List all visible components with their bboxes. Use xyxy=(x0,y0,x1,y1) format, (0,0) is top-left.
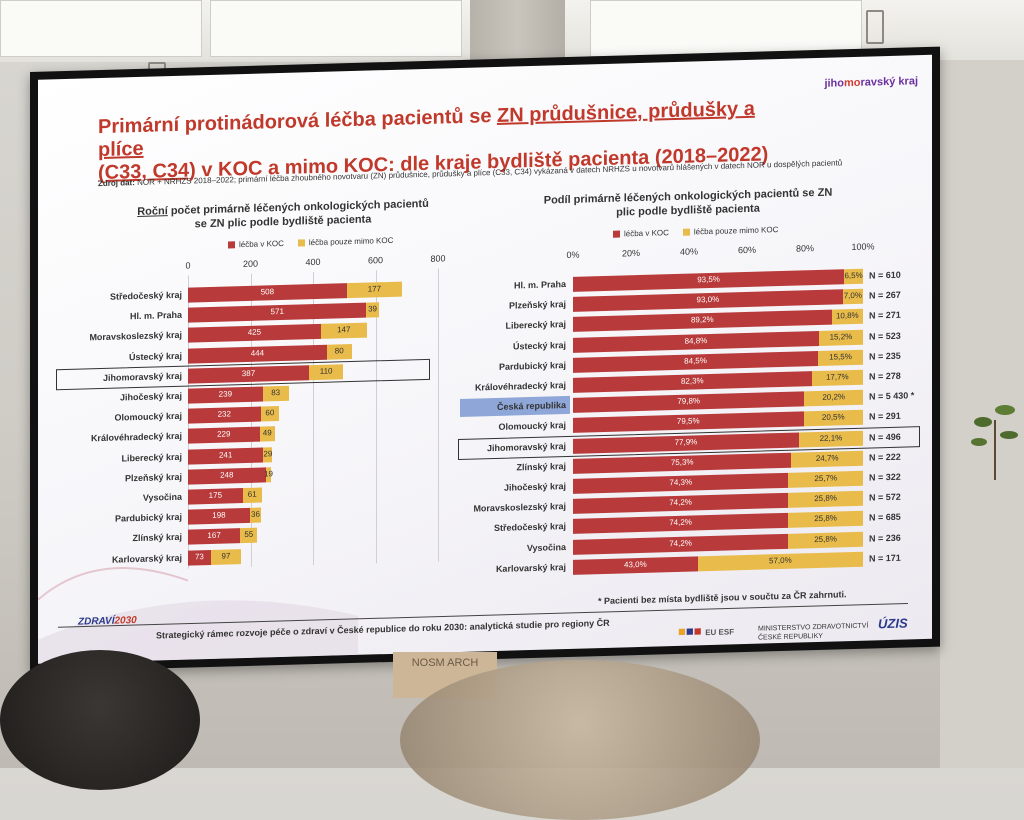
value-label-koc: 79,5% xyxy=(676,416,700,427)
value-label-koc: 93,0% xyxy=(696,294,720,305)
value-label-koc: 84,8% xyxy=(684,335,708,346)
value-label-koc: 241 xyxy=(218,449,233,460)
value-label-koc: 239 xyxy=(218,389,233,399)
ceiling-light xyxy=(0,0,202,57)
value-label-mimo-koc: 39 xyxy=(368,304,377,314)
ceiling-light xyxy=(210,0,462,57)
value-label-koc: 74,2% xyxy=(669,517,692,528)
gridline xyxy=(438,268,439,562)
value-label-mimo-koc: 25,8% xyxy=(814,513,837,524)
value-label-koc: 43,0% xyxy=(624,559,647,570)
n-count-label: N = 271 xyxy=(869,310,901,321)
n-count-label: N = 572 xyxy=(869,491,901,503)
value-label-mimo-koc: 19 xyxy=(264,469,273,479)
value-label-koc: 93,5% xyxy=(697,274,720,285)
value-label-mimo-koc: 6,5% xyxy=(844,270,863,281)
value-label-mimo-koc: 83 xyxy=(271,388,281,398)
x-tick-label: 400 xyxy=(305,256,321,268)
value-label-koc: 74,3% xyxy=(669,477,693,488)
value-label-koc: 229 xyxy=(217,429,231,440)
value-label-mimo-koc: 15,2% xyxy=(829,331,853,342)
source-label: Zdroj dat: xyxy=(98,178,135,189)
value-label-mimo-koc: 20,2% xyxy=(822,392,846,403)
n-count-label: N = 171 xyxy=(869,552,901,564)
x-tick-label: 600 xyxy=(367,255,384,266)
value-label-koc: 198 xyxy=(212,510,226,521)
value-label-mimo-koc: 25,8% xyxy=(814,493,837,504)
value-label-mimo-koc: 36 xyxy=(251,509,260,520)
n-count-label: N = 685 xyxy=(869,512,901,523)
x-tick-label: 0% xyxy=(566,249,580,261)
value-label-mimo-koc: 80 xyxy=(334,345,344,356)
value-label-mimo-koc: 55 xyxy=(244,530,254,540)
value-label-mimo-koc: 177 xyxy=(367,284,382,294)
value-label-mimo-koc: 29 xyxy=(263,448,273,459)
chart1-title-underlined: Roční xyxy=(137,205,168,219)
value-label-koc: 89,2% xyxy=(690,315,714,325)
value-label-mimo-koc: 15,5% xyxy=(829,351,852,362)
plant xyxy=(971,405,1018,480)
audience-head xyxy=(0,650,200,790)
value-label-mimo-koc: 61 xyxy=(247,489,257,499)
value-label-koc: 508 xyxy=(260,287,275,297)
value-label-mimo-koc: 57,0% xyxy=(769,555,792,566)
mount-bracket xyxy=(866,10,884,44)
ministry-logo: MINISTERSTVO ZDRAVOTNICTVÍ ČESKÉ REPUBLIK… xyxy=(758,622,869,642)
value-label-mimo-koc: 25,8% xyxy=(814,534,837,544)
x-tick-label: 80% xyxy=(795,243,815,254)
n-count-label: N = 291 xyxy=(869,411,901,422)
value-label-mimo-koc: 7,0% xyxy=(843,290,862,301)
value-label-koc: 175 xyxy=(208,490,223,501)
value-label-mimo-koc: 147 xyxy=(337,325,351,335)
x-tick-label: 20% xyxy=(621,247,641,259)
n-count-label: N = 610 xyxy=(869,269,901,281)
eu-logos: ■■■ EU ESF xyxy=(678,623,735,639)
value-label-koc: 73 xyxy=(194,551,204,561)
value-label-koc: 82,3% xyxy=(680,376,704,386)
value-label-koc: 74,2% xyxy=(669,497,692,508)
value-label-mimo-koc: 20,5% xyxy=(821,412,845,423)
value-label-koc: 232 xyxy=(217,409,231,419)
n-count-label: N = 235 xyxy=(869,350,901,362)
legend-item: léčba v KOC xyxy=(228,239,284,250)
value-label-mimo-koc: 97 xyxy=(221,550,231,561)
x-tick-label: 800 xyxy=(430,253,446,264)
uzis-logo: ÚZIS xyxy=(878,615,908,632)
x-tick-label: 100% xyxy=(851,241,875,253)
zdravi-logo: ZDRAVÍ2030 xyxy=(78,615,137,628)
x-tick-label: 40% xyxy=(679,246,699,257)
n-count-label: N = 222 xyxy=(869,451,901,463)
value-label-mimo-koc: 10,8% xyxy=(835,311,859,321)
slide: Primární protinádorová léčba pacientů se… xyxy=(38,54,932,664)
audience-head xyxy=(400,660,760,820)
n-count-label: N = 5 430 * xyxy=(869,390,915,402)
value-label-koc: 84,5% xyxy=(684,355,707,366)
value-label-koc: 444 xyxy=(250,348,265,358)
value-label-mimo-koc: 24,7% xyxy=(815,453,839,463)
value-label-koc: 571 xyxy=(270,307,284,317)
ceiling-light xyxy=(590,0,862,57)
value-label-koc: 74,2% xyxy=(669,538,692,548)
value-label-mimo-koc: 60 xyxy=(265,408,275,418)
slide-decoration xyxy=(38,567,908,664)
legend-item: léčba v KOC xyxy=(613,228,669,239)
n-count-label: N = 267 xyxy=(869,289,901,301)
value-label-koc: 75,3% xyxy=(670,457,694,467)
projection-screen: Primární protinádorová léčba pacientů se… xyxy=(30,46,940,672)
value-label-mimo-koc: 17,7% xyxy=(825,372,849,382)
n-count-label: N = 322 xyxy=(869,471,901,483)
x-tick-label: 60% xyxy=(737,244,757,256)
x-tick-label: 200 xyxy=(242,258,259,270)
value-label-koc: 167 xyxy=(207,531,221,541)
value-label-mimo-koc: 49 xyxy=(262,428,272,438)
n-count-label: N = 523 xyxy=(869,330,901,342)
value-label-mimo-koc: 25,7% xyxy=(814,473,838,484)
value-label-koc: 79,8% xyxy=(677,396,701,407)
n-count-label: N = 278 xyxy=(869,370,901,382)
value-label-koc: 248 xyxy=(220,470,234,480)
x-tick-label: 0 xyxy=(185,260,191,271)
value-label-koc: 425 xyxy=(247,327,262,338)
n-count-label: N = 236 xyxy=(869,532,901,544)
